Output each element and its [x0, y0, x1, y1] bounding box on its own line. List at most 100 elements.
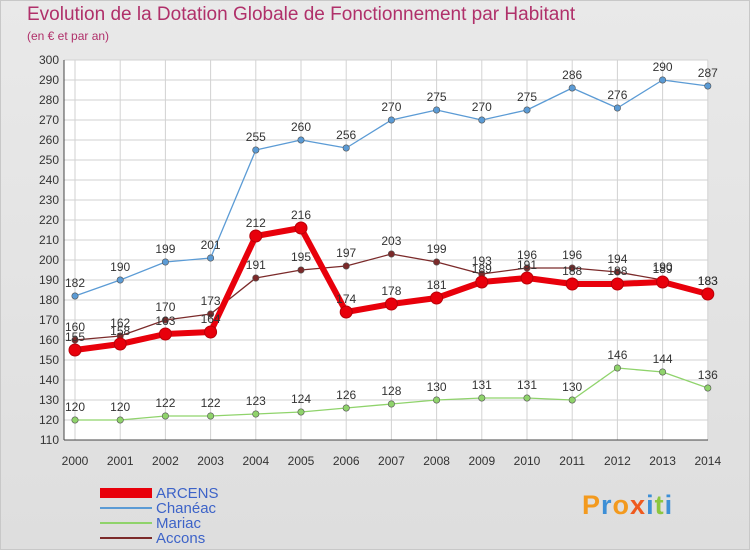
y-tick-label: 150 [39, 353, 59, 367]
data-point-chaneac [568, 84, 576, 92]
logo-letter: o [612, 490, 631, 520]
data-label-accons: 199 [427, 242, 447, 256]
y-tick-label: 170 [39, 313, 59, 327]
data-point-mariac [568, 396, 576, 404]
data-point-accons [613, 268, 621, 276]
data-label-mariac: 130 [562, 380, 582, 394]
legend-swatch-chaneac [100, 507, 152, 509]
data-point-arcens [610, 277, 624, 291]
data-point-mariac [297, 408, 305, 416]
data-label-arcens: 188 [562, 264, 582, 278]
data-label-mariac: 122 [155, 396, 175, 410]
chart-title: Evolution de la Dotation Globale de Fonc… [27, 4, 576, 25]
data-label-accons: 193 [472, 254, 492, 268]
y-tick-label: 140 [39, 373, 59, 387]
data-point-chaneac [71, 292, 79, 300]
data-point-mariac [342, 404, 350, 412]
data-label-chaneac: 287 [698, 66, 718, 80]
logo-letter: i [664, 490, 674, 520]
data-point-accons [207, 310, 215, 318]
data-point-mariac [613, 364, 621, 372]
x-tick-label: 2007 [378, 454, 405, 468]
data-label-accons: 194 [607, 252, 627, 266]
y-tick-label: 240 [39, 173, 59, 187]
legend-label-arcens: ARCENS [156, 485, 219, 502]
chart-subtitle: (en € et par an) [27, 29, 110, 43]
x-tick-label: 2014 [694, 454, 721, 468]
data-label-mariac: 123 [246, 394, 266, 408]
logo-letter: i [646, 490, 655, 520]
data-point-chaneac [252, 146, 260, 154]
x-tick-label: 2011 [559, 454, 585, 468]
data-point-arcens [158, 327, 172, 341]
legend-swatch-arcens [100, 488, 152, 498]
data-point-chaneac [387, 116, 395, 124]
data-point-arcens [701, 287, 715, 301]
data-point-mariac [478, 394, 486, 402]
data-label-arcens: 178 [381, 284, 401, 298]
data-point-accons [161, 316, 169, 324]
data-point-mariac [704, 384, 712, 392]
proxiti-logo: Proxiti [582, 490, 673, 521]
data-point-arcens [204, 325, 218, 339]
data-point-arcens [68, 343, 82, 357]
data-point-chaneac [207, 254, 215, 262]
y-tick-label: 260 [39, 133, 59, 147]
data-label-accons: 195 [291, 250, 311, 264]
data-label-chaneac: 275 [427, 90, 447, 104]
logo-letter: x [630, 490, 647, 520]
data-label-arcens: 174 [336, 292, 356, 306]
data-label-accons: 190 [653, 260, 673, 274]
data-point-accons [433, 258, 441, 266]
data-point-arcens [475, 275, 489, 289]
data-point-chaneac [704, 82, 712, 90]
data-point-chaneac [297, 136, 305, 144]
data-label-accons: 173 [201, 294, 221, 308]
x-tick-label: 2006 [333, 454, 360, 468]
x-tick-label: 2003 [197, 454, 224, 468]
data-point-accons [252, 274, 260, 282]
data-label-chaneac: 290 [653, 60, 673, 74]
data-label-arcens: 188 [607, 264, 627, 278]
y-tick-label: 110 [40, 433, 59, 447]
data-label-chaneac: 255 [246, 130, 266, 144]
data-label-mariac: 144 [653, 352, 673, 366]
data-label-chaneac: 260 [291, 120, 311, 134]
data-label-arcens: 191 [517, 258, 537, 272]
data-point-arcens [430, 291, 444, 305]
data-point-accons [297, 266, 305, 274]
y-tick-label: 300 [39, 53, 59, 67]
data-label-mariac: 122 [201, 396, 221, 410]
x-tick-label: 2008 [423, 454, 450, 468]
x-tick-label: 2000 [62, 454, 89, 468]
data-label-arcens: 189 [653, 262, 673, 276]
data-point-chaneac [116, 276, 124, 284]
data-point-arcens [520, 271, 534, 285]
data-label-accons: 197 [336, 246, 356, 260]
x-tick-label: 2004 [242, 454, 269, 468]
data-point-chaneac [478, 116, 486, 124]
y-tick-label: 280 [39, 93, 59, 107]
data-point-mariac [659, 368, 667, 376]
y-tick-label: 230 [39, 193, 59, 207]
logo-letter: P [582, 490, 602, 520]
data-label-arcens: 158 [110, 324, 130, 338]
x-tick-label: 2002 [152, 454, 179, 468]
data-label-accons: 162 [110, 316, 130, 330]
data-label-chaneac: 256 [336, 128, 356, 142]
data-label-chaneac: 270 [472, 100, 492, 114]
legend-label-chaneac: Chanéac [156, 500, 217, 517]
data-label-mariac: 146 [607, 348, 627, 362]
x-tick-label: 2010 [514, 454, 541, 468]
data-label-arcens: 183 [698, 274, 718, 288]
data-label-mariac: 126 [336, 388, 356, 402]
data-label-accons: 203 [381, 234, 401, 248]
data-label-mariac: 131 [517, 378, 537, 392]
data-point-accons [523, 264, 531, 272]
data-point-accons [342, 262, 350, 270]
data-label-mariac: 124 [291, 392, 311, 406]
legend-label-mariac: Mariac [156, 515, 202, 532]
data-label-mariac: 136 [698, 368, 718, 382]
x-tick-label: 2013 [649, 454, 676, 468]
